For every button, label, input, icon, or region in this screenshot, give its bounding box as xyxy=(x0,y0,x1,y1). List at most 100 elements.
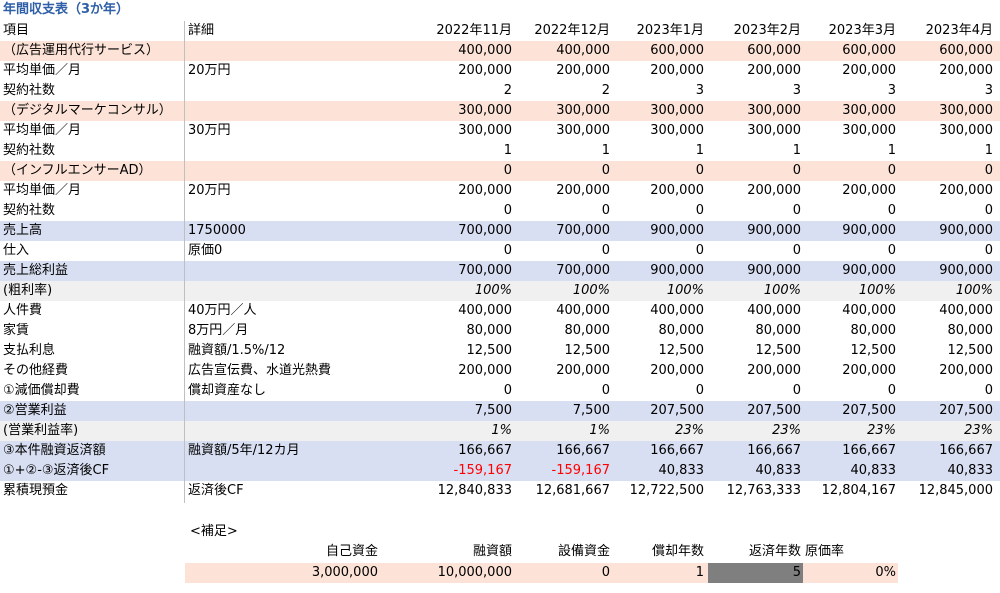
value-cell[interactable]: 12,500 xyxy=(947,343,994,358)
value-cell[interactable]: 300,000 xyxy=(747,103,801,118)
value-cell[interactable]: 7,500 xyxy=(572,403,610,418)
supplement-value[interactable]: 5 xyxy=(792,565,801,580)
value-cell[interactable]: 12,763,333 xyxy=(726,483,801,498)
row-detail[interactable]: 広告宣伝費、水道光熱費 xyxy=(188,363,332,378)
value-cell[interactable]: 2 xyxy=(503,83,512,98)
value-cell[interactable]: 166,667 xyxy=(939,443,993,458)
value-cell[interactable]: 80,000 xyxy=(755,323,802,338)
value-cell[interactable]: 300,000 xyxy=(939,123,993,138)
supplement-header[interactable]: 償却年数 xyxy=(651,544,704,559)
header-month[interactable]: 2023年4月 xyxy=(925,23,993,38)
value-cell[interactable]: 300,000 xyxy=(842,103,896,118)
value-cell[interactable]: 0 xyxy=(601,163,610,178)
value-cell[interactable]: 200,000 xyxy=(939,183,993,198)
row-detail[interactable] xyxy=(188,201,416,221)
value-cell[interactable]: 2 xyxy=(601,83,610,98)
header-month[interactable]: 2023年1月 xyxy=(636,23,704,38)
value-cell[interactable]: 3 xyxy=(887,83,896,98)
value-cell[interactable]: 300,000 xyxy=(556,123,610,138)
value-cell[interactable]: 700,000 xyxy=(556,223,610,238)
row-label[interactable]: ①+②-③返済後CF xyxy=(3,463,110,478)
row-label[interactable]: 累積現預金 xyxy=(3,483,69,498)
value-cell[interactable]: 3 xyxy=(984,83,993,98)
row-detail[interactable]: 融資額/5年/12カ月 xyxy=(188,443,300,458)
value-cell[interactable]: 200,000 xyxy=(458,183,512,198)
value-cell[interactable]: 900,000 xyxy=(842,263,896,278)
value-cell[interactable]: 1 xyxy=(503,143,512,158)
value-cell[interactable]: 12,500 xyxy=(755,343,802,358)
value-cell[interactable]: 207,500 xyxy=(842,403,896,418)
supplement-value[interactable]: 3,000,000 xyxy=(311,565,378,580)
supplement-header[interactable]: 自己資金 xyxy=(325,544,378,559)
value-cell[interactable]: 300,000 xyxy=(650,103,704,118)
value-cell[interactable]: 700,000 xyxy=(458,223,512,238)
value-cell[interactable]: 0 xyxy=(887,243,896,258)
value-cell[interactable]: 12,500 xyxy=(564,343,611,358)
value-cell[interactable]: 12,845,000 xyxy=(918,483,993,498)
value-cell[interactable]: 0 xyxy=(887,203,896,218)
row-label[interactable]: 契約社数 xyxy=(3,83,56,98)
row-detail[interactable]: 8万円／月 xyxy=(188,323,249,338)
value-cell[interactable]: 900,000 xyxy=(747,223,801,238)
selected-cell[interactable] xyxy=(708,563,803,583)
header-month[interactable]: 2023年3月 xyxy=(828,23,896,38)
header-month[interactable]: 2022年11月 xyxy=(436,23,512,38)
value-cell[interactable]: 12,500 xyxy=(850,343,897,358)
row-detail[interactable]: 30万円 xyxy=(188,123,231,138)
value-cell[interactable]: 0 xyxy=(503,203,512,218)
row-label[interactable]: 契約社数 xyxy=(3,203,56,218)
value-cell[interactable]: 80,000 xyxy=(947,323,994,338)
value-cell[interactable]: -159,167 xyxy=(453,463,512,478)
value-cell[interactable]: 0 xyxy=(792,163,801,178)
value-cell[interactable]: 900,000 xyxy=(650,223,704,238)
value-cell[interactable]: 0 xyxy=(792,243,801,258)
value-cell[interactable]: 0 xyxy=(695,243,704,258)
value-cell[interactable]: 3 xyxy=(695,83,704,98)
value-cell[interactable]: 12,500 xyxy=(466,343,513,358)
value-cell[interactable]: 0 xyxy=(695,163,704,178)
value-cell[interactable]: 0 xyxy=(792,203,801,218)
value-cell[interactable]: 0 xyxy=(887,163,896,178)
value-cell[interactable]: 700,000 xyxy=(556,263,610,278)
value-cell[interactable]: 1 xyxy=(601,143,610,158)
row-label[interactable]: 売上総利益 xyxy=(3,263,69,278)
row-label[interactable]: 人件費 xyxy=(3,303,43,318)
value-cell[interactable]: -159,167 xyxy=(551,463,610,478)
value-cell[interactable]: 200,000 xyxy=(650,183,704,198)
value-cell[interactable]: 400,000 xyxy=(650,303,704,318)
value-cell[interactable]: 200,000 xyxy=(650,63,704,78)
value-cell[interactable]: 23% xyxy=(675,423,704,438)
value-cell[interactable]: 166,667 xyxy=(842,443,896,458)
supplement-header[interactable]: 返済年数 xyxy=(748,544,801,559)
value-cell[interactable]: 200,000 xyxy=(747,63,801,78)
value-cell[interactable]: 1 xyxy=(984,143,993,158)
value-cell[interactable]: 100% xyxy=(955,283,993,298)
value-cell[interactable]: 300,000 xyxy=(458,123,512,138)
value-cell[interactable]: 166,667 xyxy=(458,443,512,458)
row-detail[interactable] xyxy=(188,461,416,481)
value-cell[interactable]: 40,833 xyxy=(947,463,994,478)
value-cell[interactable]: 23% xyxy=(772,423,801,438)
row-detail[interactable] xyxy=(188,281,416,301)
value-cell[interactable]: 23% xyxy=(867,423,896,438)
value-cell[interactable]: 600,000 xyxy=(650,43,704,58)
row-label[interactable]: (粗利率) xyxy=(3,283,53,298)
row-label[interactable]: 契約社数 xyxy=(3,143,56,158)
value-cell[interactable]: 200,000 xyxy=(842,183,896,198)
value-cell[interactable]: 100% xyxy=(858,283,896,298)
value-cell[interactable]: 200,000 xyxy=(556,363,610,378)
row-label[interactable]: 仕入 xyxy=(3,243,30,258)
row-detail[interactable] xyxy=(188,421,416,441)
row-label[interactable]: 平均単価／月 xyxy=(3,63,82,78)
value-cell[interactable]: 0 xyxy=(695,383,704,398)
value-cell[interactable]: 12,840,833 xyxy=(437,483,512,498)
value-cell[interactable]: 3 xyxy=(792,83,801,98)
header-detail[interactable]: 詳細 xyxy=(188,23,215,38)
row-label[interactable]: （インフルエンサーAD） xyxy=(3,163,152,178)
value-cell[interactable]: 166,667 xyxy=(747,443,801,458)
row-detail[interactable]: 20万円 xyxy=(188,63,231,78)
value-cell[interactable]: 400,000 xyxy=(747,303,801,318)
value-cell[interactable]: 900,000 xyxy=(650,263,704,278)
value-cell[interactable]: 300,000 xyxy=(650,123,704,138)
value-cell[interactable]: 300,000 xyxy=(939,103,993,118)
